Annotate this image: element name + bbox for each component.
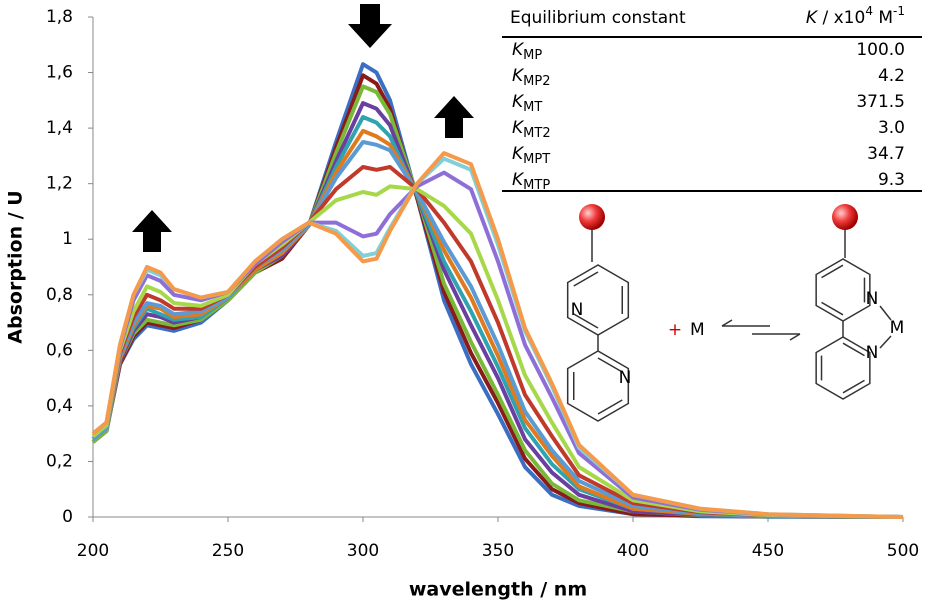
spectrum-line: [91, 128, 904, 519]
ring: [566, 350, 630, 422]
scheme-labels: N N + M N N M: [571, 289, 905, 388]
row-label: KMT2: [512, 118, 551, 141]
spectrum-line: [91, 165, 904, 519]
row-value: 3.0: [878, 118, 905, 138]
bond: [879, 335, 892, 349]
eq-arrow: [721, 319, 733, 327]
double-bond: [597, 399, 623, 415]
double-bond: [597, 357, 623, 373]
double-bond: [842, 342, 865, 357]
reaction-scheme: [566, 204, 892, 422]
spectrum-line: [91, 101, 904, 519]
double-bond: [842, 379, 865, 394]
spectrum-line: [91, 156, 904, 519]
k-symbol: K: [512, 40, 525, 60]
spectrum-line: [91, 73, 904, 519]
row-value: 371.5: [856, 92, 905, 112]
y-tick-label: 1: [62, 229, 73, 249]
k-symbol: K: [512, 118, 525, 138]
substituent: [832, 204, 858, 230]
spectrum-line: [91, 170, 904, 519]
x-tick-label: 450: [752, 541, 784, 561]
row-value: 4.2: [878, 66, 905, 86]
x-tick-label: 300: [347, 541, 379, 561]
y-tick-label: 1,8: [46, 7, 73, 27]
substituent: [579, 204, 605, 230]
atom-label: N: [866, 289, 879, 309]
up-arrow: [132, 210, 172, 252]
k-symbol: K: [512, 66, 525, 86]
plot-area: 0 0,2 0,4 0,6 0,8 1 1,2 1,4 1,6 1,8 200 250 300 350 40…: [46, 7, 919, 561]
metal-label: M: [890, 318, 905, 338]
row-label: KMT: [512, 92, 542, 115]
y-axis-title: Absorption / U: [5, 190, 27, 343]
header-part: -1: [893, 4, 905, 18]
spectrum-line: [91, 84, 904, 519]
bond: [879, 305, 892, 321]
spectrum-line: [91, 140, 904, 519]
constants-table: Equilibrium constant K / x104 M-1 KMP 100…: [502, 4, 922, 193]
x-tick-label: 250: [212, 541, 244, 561]
atom-label: N: [866, 343, 879, 363]
double-bond: [821, 301, 844, 316]
ring: [566, 264, 630, 336]
k-subscript: MPT: [523, 152, 550, 167]
row-label: KMPT: [512, 144, 550, 167]
y-tick-label: 0,4: [46, 396, 73, 416]
k-symbol: K: [512, 170, 525, 190]
y-tick-label: 0,6: [46, 340, 73, 360]
atom-label: N: [571, 300, 584, 320]
up-arrow: [434, 96, 474, 138]
spectrum-line: [91, 115, 904, 519]
x-tick-label: 500: [887, 541, 919, 561]
x-axis-title: wavelength / nm: [409, 579, 587, 601]
k-symbol: K: [512, 92, 525, 112]
eq-arrow: [789, 333, 801, 341]
header-part: K: [806, 8, 819, 28]
header-part: M: [873, 8, 893, 28]
x-tick-label: 200: [77, 541, 109, 561]
y-tick-label: 0,8: [46, 285, 73, 305]
row-label: KMP2: [512, 66, 550, 89]
row-label: KMTP: [512, 170, 550, 193]
k-subscript: MTP: [523, 178, 550, 193]
plus-sign: +: [668, 320, 682, 340]
double-bond: [573, 271, 599, 287]
row-value: 100.0: [856, 40, 905, 60]
k-subscript: MP: [523, 48, 542, 63]
atom-label: N: [619, 368, 632, 388]
x-tick-label: 350: [482, 541, 514, 561]
k-subscript: MT: [523, 100, 542, 115]
down-arrow: [348, 4, 392, 48]
y-tick-label: 1,2: [46, 174, 73, 194]
double-bond: [573, 313, 599, 329]
table-header: K / x104 M-1: [806, 4, 905, 29]
header-part: / x10: [817, 8, 865, 28]
row-value: 34.7: [867, 144, 905, 164]
y-tick-label: 0: [62, 507, 73, 527]
metal-label: M: [690, 320, 705, 340]
row-label: KMP: [512, 40, 542, 63]
k-subscript: MT2: [523, 126, 550, 141]
x-tick-label: 400: [617, 541, 649, 561]
spectrum-line: [91, 151, 904, 519]
y-tick-label: 1,4: [46, 118, 73, 138]
header-part: 4: [865, 4, 873, 18]
ring: [815, 336, 871, 400]
k-subscript: MP2: [523, 74, 550, 89]
ring: [815, 258, 871, 322]
table-header: Equilibrium constant: [510, 8, 686, 28]
k-symbol: K: [512, 144, 525, 164]
double-bond: [821, 264, 844, 279]
spectrum-line: [91, 62, 904, 519]
row-value: 9.3: [878, 170, 905, 190]
spectrum-line: [91, 184, 904, 519]
y-tick-label: 1,6: [46, 63, 73, 83]
y-tick-label: 0,2: [46, 451, 73, 471]
change-arrows: [132, 4, 474, 252]
